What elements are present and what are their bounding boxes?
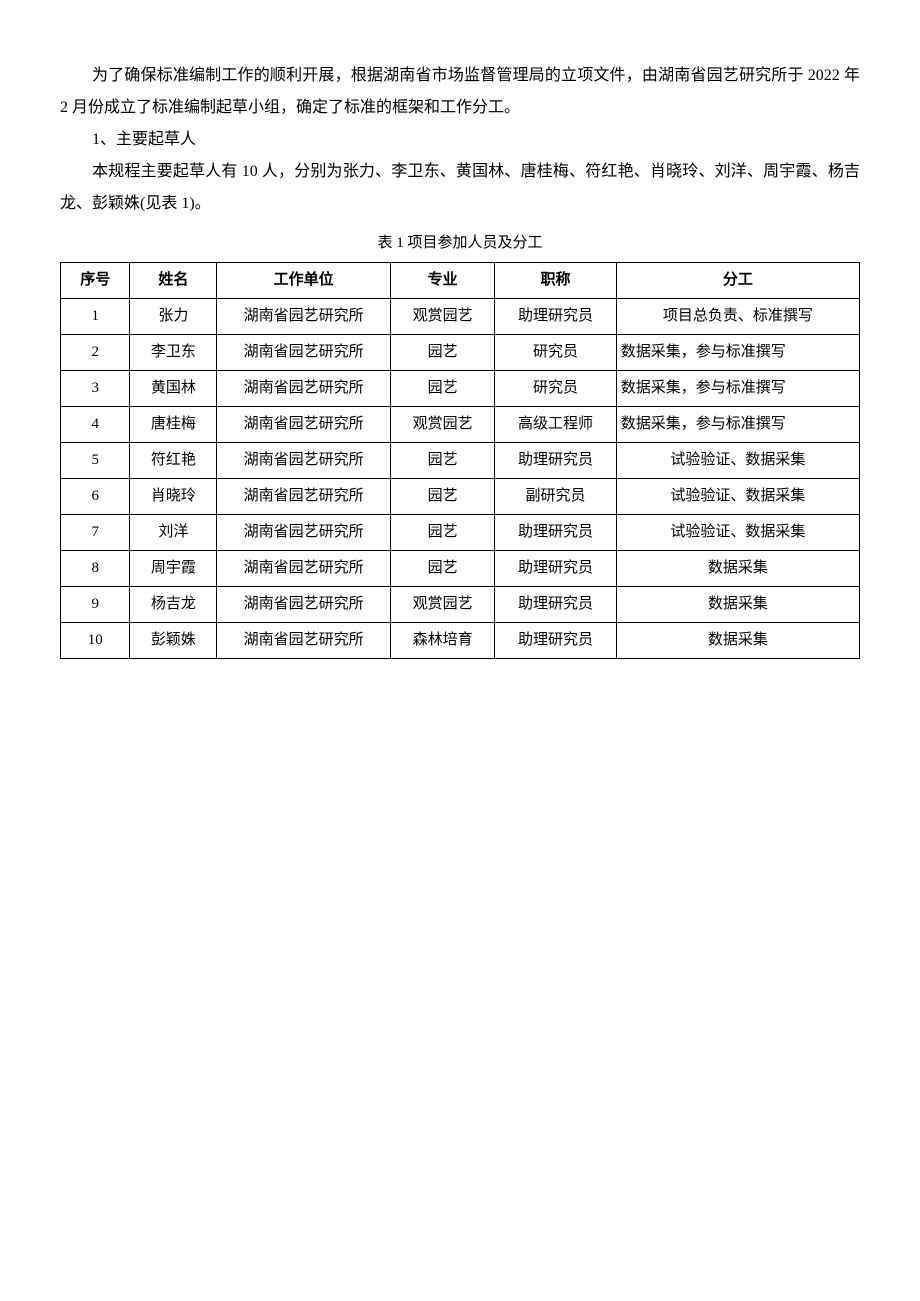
- table-row: 7刘洋湖南省园艺研究所园艺助理研究员试验验证、数据采集: [61, 515, 860, 551]
- col-header-name: 姓名: [130, 263, 217, 299]
- cell-name: 符红艳: [130, 443, 217, 479]
- cell-major: 园艺: [390, 371, 494, 407]
- table-title: 表 1 项目参加人员及分工: [60, 228, 860, 258]
- cell-name: 杨吉龙: [130, 587, 217, 623]
- cell-name: 唐桂梅: [130, 407, 217, 443]
- cell-role: 项目总负责、标准撰写: [616, 299, 859, 335]
- cell-no: 3: [61, 371, 130, 407]
- cell-org: 湖南省园艺研究所: [217, 335, 391, 371]
- cell-title: 研究员: [495, 371, 617, 407]
- cell-no: 8: [61, 551, 130, 587]
- table-row: 10彭颖姝湖南省园艺研究所森林培育助理研究员数据采集: [61, 623, 860, 659]
- cell-org: 湖南省园艺研究所: [217, 515, 391, 551]
- cell-title: 助理研究员: [495, 443, 617, 479]
- cell-role: 数据采集，参与标准撰写: [616, 407, 859, 443]
- table-row: 9杨吉龙湖南省园艺研究所观赏园艺助理研究员数据采集: [61, 587, 860, 623]
- cell-major: 园艺: [390, 443, 494, 479]
- cell-name: 黄国林: [130, 371, 217, 407]
- cell-major: 观赏园艺: [390, 299, 494, 335]
- cell-org: 湖南省园艺研究所: [217, 407, 391, 443]
- cell-no: 6: [61, 479, 130, 515]
- cell-name: 彭颖姝: [130, 623, 217, 659]
- cell-no: 10: [61, 623, 130, 659]
- col-header-no: 序号: [61, 263, 130, 299]
- col-header-title: 职称: [495, 263, 617, 299]
- cell-name: 肖晓玲: [130, 479, 217, 515]
- table-row: 4唐桂梅湖南省园艺研究所观赏园艺高级工程师数据采集，参与标准撰写: [61, 407, 860, 443]
- cell-role: 数据采集: [616, 551, 859, 587]
- cell-major: 观赏园艺: [390, 587, 494, 623]
- cell-title: 助理研究员: [495, 551, 617, 587]
- table-row: 3黄国林湖南省园艺研究所园艺研究员数据采集，参与标准撰写: [61, 371, 860, 407]
- cell-org: 湖南省园艺研究所: [217, 443, 391, 479]
- table-row: 8周宇霞湖南省园艺研究所园艺助理研究员数据采集: [61, 551, 860, 587]
- paragraph-intro: 为了确保标准编制工作的顺利开展，根据湖南省市场监督管理局的立项文件，由湖南省园艺…: [60, 60, 860, 124]
- cell-role: 试验验证、数据采集: [616, 443, 859, 479]
- col-header-role: 分工: [616, 263, 859, 299]
- cell-title: 助理研究员: [495, 623, 617, 659]
- paragraph-heading: 1、主要起草人: [60, 124, 860, 156]
- cell-org: 湖南省园艺研究所: [217, 479, 391, 515]
- cell-title: 研究员: [495, 335, 617, 371]
- cell-title: 助理研究员: [495, 515, 617, 551]
- cell-major: 森林培育: [390, 623, 494, 659]
- cell-name: 李卫东: [130, 335, 217, 371]
- cell-org: 湖南省园艺研究所: [217, 623, 391, 659]
- col-header-major: 专业: [390, 263, 494, 299]
- col-header-org: 工作单位: [217, 263, 391, 299]
- cell-role: 数据采集: [616, 623, 859, 659]
- cell-no: 1: [61, 299, 130, 335]
- cell-org: 湖南省园艺研究所: [217, 299, 391, 335]
- cell-major: 园艺: [390, 335, 494, 371]
- table-row: 5符红艳湖南省园艺研究所园艺助理研究员试验验证、数据采集: [61, 443, 860, 479]
- cell-title: 助理研究员: [495, 587, 617, 623]
- cell-role: 数据采集，参与标准撰写: [616, 335, 859, 371]
- cell-name: 张力: [130, 299, 217, 335]
- cell-role: 数据采集，参与标准撰写: [616, 371, 859, 407]
- table-row: 2李卫东湖南省园艺研究所园艺研究员数据采集，参与标准撰写: [61, 335, 860, 371]
- cell-role: 数据采集: [616, 587, 859, 623]
- paragraph-drafters: 本规程主要起草人有 10 人，分别为张力、李卫东、黄国林、唐桂梅、符红艳、肖晓玲…: [60, 156, 860, 220]
- cell-major: 观赏园艺: [390, 407, 494, 443]
- cell-no: 2: [61, 335, 130, 371]
- cell-org: 湖南省园艺研究所: [217, 371, 391, 407]
- cell-name: 周宇霞: [130, 551, 217, 587]
- cell-org: 湖南省园艺研究所: [217, 587, 391, 623]
- table-header-row: 序号 姓名 工作单位 专业 职称 分工: [61, 263, 860, 299]
- cell-title: 副研究员: [495, 479, 617, 515]
- table-body: 1张力湖南省园艺研究所观赏园艺助理研究员项目总负责、标准撰写2李卫东湖南省园艺研…: [61, 299, 860, 659]
- cell-no: 4: [61, 407, 130, 443]
- cell-major: 园艺: [390, 515, 494, 551]
- cell-role: 试验验证、数据采集: [616, 515, 859, 551]
- cell-org: 湖南省园艺研究所: [217, 551, 391, 587]
- cell-title: 助理研究员: [495, 299, 617, 335]
- cell-no: 5: [61, 443, 130, 479]
- cell-no: 7: [61, 515, 130, 551]
- cell-role: 试验验证、数据采集: [616, 479, 859, 515]
- cell-major: 园艺: [390, 551, 494, 587]
- cell-no: 9: [61, 587, 130, 623]
- table-row: 1张力湖南省园艺研究所观赏园艺助理研究员项目总负责、标准撰写: [61, 299, 860, 335]
- personnel-table: 序号 姓名 工作单位 专业 职称 分工 1张力湖南省园艺研究所观赏园艺助理研究员…: [60, 262, 860, 659]
- table-row: 6肖晓玲湖南省园艺研究所园艺副研究员试验验证、数据采集: [61, 479, 860, 515]
- cell-major: 园艺: [390, 479, 494, 515]
- cell-title: 高级工程师: [495, 407, 617, 443]
- cell-name: 刘洋: [130, 515, 217, 551]
